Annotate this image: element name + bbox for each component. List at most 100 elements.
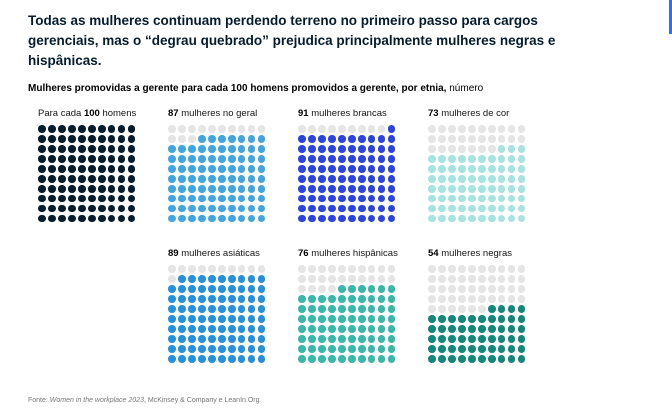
dot [428,315,436,323]
dot [447,184,456,193]
dot [57,194,66,203]
dot [467,315,476,323]
dot [487,285,496,294]
dot [168,345,176,353]
dot [507,295,516,303]
dot [207,214,216,223]
dot [428,275,436,284]
dot [337,164,346,173]
dot [487,305,496,313]
dot [437,164,446,173]
dot [347,345,356,353]
dot [337,285,346,294]
dot [477,134,486,143]
dot [187,125,196,133]
dot [317,164,326,173]
dot [497,125,506,133]
dot [38,184,46,193]
dot [517,355,526,363]
dot [38,194,46,203]
dot [377,154,386,163]
dot [197,125,206,133]
dot [337,325,346,333]
dot [387,144,396,153]
dot [197,335,206,343]
dot [107,164,116,173]
dot [347,184,356,193]
dot [127,214,136,223]
dot [207,154,216,163]
dot [337,355,346,363]
dot [477,305,486,313]
dot [387,315,396,323]
dot [247,315,256,323]
dot [177,144,186,153]
chart-subtitle: Mulheres promovidas a gerente para cada … [28,83,483,94]
dot [317,194,326,203]
dot [187,265,196,274]
dot [307,194,316,203]
dot [47,154,56,163]
dot [247,204,256,213]
grid-label-text: mulheres de cor [438,108,510,119]
dot [467,154,476,163]
dot [117,214,126,223]
scrollbar-thumb[interactable] [669,0,672,34]
dot [357,184,366,193]
dot [127,154,136,163]
dot [307,125,316,133]
dot [477,194,486,203]
dot [217,134,226,143]
dot [247,164,256,173]
dot [487,315,496,323]
dot [467,144,476,153]
dot [457,184,466,193]
dot [467,355,476,363]
dot [177,335,186,343]
dot [177,275,186,284]
dot [217,305,226,313]
dot [257,194,266,203]
dot [437,204,446,213]
dot [307,164,316,173]
dot [317,295,326,303]
dot [307,335,316,343]
dot [57,154,66,163]
dot [127,125,136,133]
dot [447,285,456,294]
dot [107,214,116,223]
dot [387,275,396,284]
grid-label-text: mulheres no geral [178,108,258,119]
dot [467,295,476,303]
dot [327,174,336,183]
dot [387,305,396,313]
dot [357,214,366,223]
dot [237,164,246,173]
dot [367,164,376,173]
dot [357,265,366,274]
dot [377,194,386,203]
dot [387,285,396,294]
dot [447,174,456,183]
dot [227,154,236,163]
dot [327,144,336,153]
dot [197,214,206,223]
dot [347,125,356,133]
dot [47,164,56,173]
dot [197,345,206,353]
dot [168,194,176,203]
dot [497,194,506,203]
dot [307,295,316,303]
dot [497,134,506,143]
dot [298,275,306,284]
dot [117,174,126,183]
dot [327,214,336,223]
dot [217,164,226,173]
dot [247,265,256,274]
dot [347,194,356,203]
dot [487,144,496,153]
dot [487,134,496,143]
dot [307,265,316,274]
dot [457,325,466,333]
dot [357,204,366,213]
